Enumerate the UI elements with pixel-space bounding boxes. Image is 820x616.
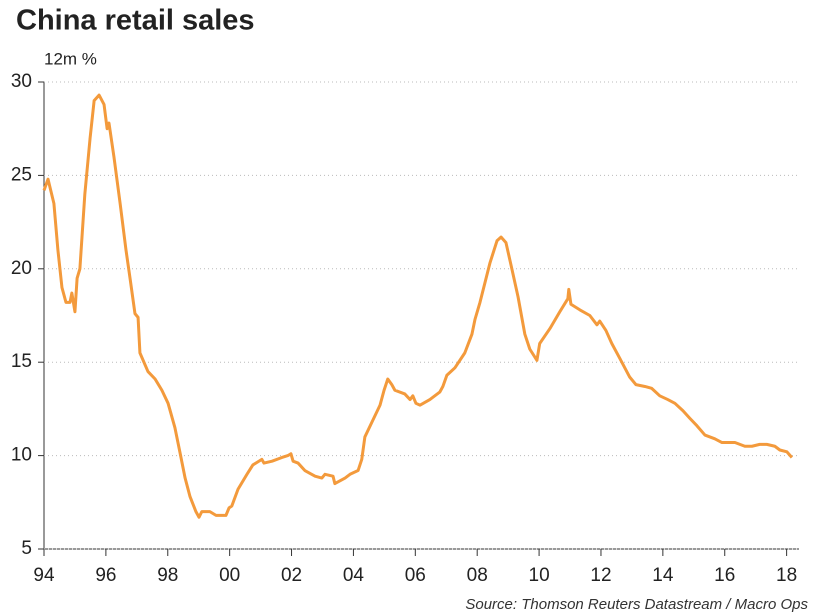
x-tick-label: 00 [219,565,240,586]
x-tick-label: 06 [405,565,426,586]
y-tick-label: 20 [11,258,32,279]
x-tick-label: 18 [776,565,797,586]
chart-subtitle: 12m % [44,49,97,68]
data-line [42,93,794,519]
x-tick-label: 96 [95,565,116,586]
chart-title: China retail sales [16,5,255,37]
y-tick-label: 15 [11,351,32,372]
x-tick-label: 02 [281,565,302,586]
y-tick-label: 5 [21,538,32,559]
x-tick-label: 04 [343,565,365,586]
x-tick-label: 08 [467,565,488,586]
source-note: Source: Thomson Reuters Datastream / Mac… [465,596,808,613]
y-tick-label: 30 [11,71,32,92]
x-tick-label: 10 [529,565,550,586]
y-tick-label: 25 [11,164,32,185]
x-tick-label: 16 [714,565,735,586]
x-tick-label: 14 [652,565,674,586]
x-tick-label: 12 [590,565,611,586]
y-tick-label: 10 [11,445,32,466]
x-tick-label: 94 [33,565,55,586]
x-tick-label: 98 [157,565,178,586]
